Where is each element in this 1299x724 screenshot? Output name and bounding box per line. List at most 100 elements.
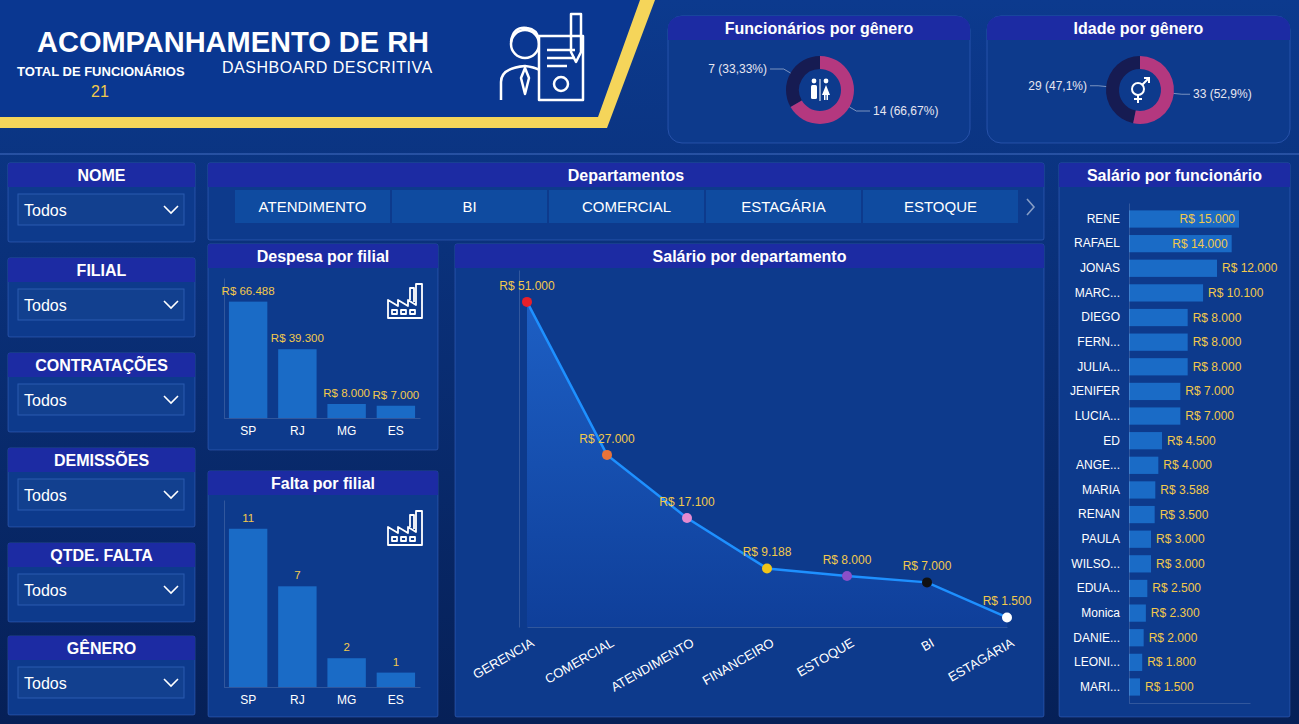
icon-outline [388,511,422,545]
factory-icon [388,511,422,545]
dropdown-box[interactable] [18,574,184,605]
dropdown-box[interactable] [18,289,184,320]
slicer-button[interactable]: BI [392,190,547,223]
data-label: R$ 8.000 [1193,360,1242,374]
data-labels: 11721 [242,512,399,668]
data-label: 29 (47,1%) [1028,79,1087,93]
dropdown-box[interactable] [18,667,184,698]
dropdown[interactable]: Todos [18,289,184,320]
slicer-button-bg[interactable] [706,190,861,223]
card-bg [208,244,438,450]
header-subtitle: DASHBOARD DESCRITIVA [222,59,433,76]
card-header [987,16,1290,40]
slicer-next[interactable] [1027,199,1034,215]
tick-label: RENAN [1078,507,1120,521]
slicer-button-bg[interactable] [549,190,704,223]
slicer-button-label[interactable]: BI [462,198,476,215]
slicer-button-bg[interactable] [863,190,1018,223]
data-label: R$ 14.000 [1172,237,1228,251]
tick-label: FERN... [1077,335,1120,349]
dropdown-box[interactable] [18,384,184,415]
data-label: 11 [242,512,254,524]
card-header [208,163,1044,187]
slicer-card: DepartamentosATENDIMENTOBICOMERCIALESTAG… [208,163,1044,240]
slicer-button[interactable]: ESTAGÁRIA [706,190,861,223]
data-label: R$ 51.000 [499,279,555,293]
tick: LUCIA... [1075,409,1120,423]
card-header [8,448,195,472]
dropdown-chevron[interactable] [164,491,178,498]
dropdown-value[interactable]: Todos [24,675,67,692]
tick: MARIA [1082,483,1120,497]
dropdown-chevron[interactable] [164,301,178,308]
data-label: R$ 2.000 [1149,631,1198,645]
tick: ESTOQUE [794,635,857,680]
dropdown-value[interactable]: Todos [24,297,67,314]
dropdown-value[interactable]: Todos [24,392,67,409]
dropdown[interactable]: Todos [18,479,184,510]
filter-card: GÊNEROTodos [8,636,195,715]
data-label: R$ 3.000 [1156,532,1205,546]
slicer-button-label[interactable]: ESTOQUE [904,198,977,215]
dropdown-value[interactable]: Todos [24,582,67,599]
icon-pen [571,14,581,62]
tick-label: JULIA... [1077,360,1120,374]
dropdown-chevron[interactable] [164,586,178,593]
kpi-label: TOTAL DE FUNCIONÁRIOS [17,64,185,79]
tick-label: Monica [1081,606,1120,620]
slicer-button-bg[interactable] [235,190,390,223]
tick-label: RAFAEL [1074,236,1120,250]
tick-label: ESTAGÁRIA [945,635,1016,685]
header-icon [501,14,583,100]
bar [1129,407,1180,424]
slicer-button-label[interactable]: COMERCIAL [582,198,671,215]
dropdown-box[interactable] [18,194,184,225]
bar [1129,678,1140,695]
icon-tie [521,68,529,94]
dropdown-box[interactable] [18,479,184,510]
tick: RENAN [1078,507,1120,521]
card-bg [455,244,1044,717]
axis-line [1129,204,1130,704]
data-label: R$ 3.588 [1160,483,1209,497]
value-axis [1130,703,1251,704]
category-axis: SPRJMGES [225,688,421,707]
bar [1129,260,1217,277]
icon-chimney [410,515,414,529]
tick: FERN... [1077,335,1120,349]
tick: FINANCEIRO [700,635,777,688]
tick: COMERCIAL [542,635,616,687]
tick: RENE [1087,212,1120,226]
tick: ATENDIMENTO [608,635,696,695]
tick-label: JONAS [1080,261,1120,275]
card-header [8,353,195,377]
value-axis [224,279,225,419]
dropdown-value[interactable]: Todos [24,487,67,504]
dropdown[interactable]: Todos [18,574,184,605]
dropdown-chevron[interactable] [164,679,178,686]
bar [1129,506,1155,523]
axis-line [225,687,421,688]
slicer-button-label[interactable]: ATENDIMENTO [259,198,367,215]
header-band [0,0,650,128]
slicer-button[interactable]: ESTOQUE [863,190,1018,223]
slicer-button-label[interactable]: ESTAGÁRIA [741,198,826,215]
bar [327,658,365,687]
dropdown[interactable]: Todos [18,384,184,415]
value-axis-line [224,501,225,688]
dropdown-chevron[interactable] [164,396,178,403]
icon-outline [388,284,422,318]
tick: MG [337,424,356,438]
donut: 7 (33,33%)14 (66,67%) [708,56,938,124]
icon-body [822,85,830,100]
data-label: R$ 39.300 [271,332,324,344]
slicer-button[interactable]: COMERCIAL [549,190,704,223]
dropdown-value[interactable]: Todos [24,202,67,219]
tick-label: MG [337,693,356,707]
dropdown-chevron[interactable] [164,206,178,213]
dropdown[interactable]: Todos [18,194,184,225]
slicer-button[interactable]: ATENDIMENTO [235,190,390,223]
dropdown[interactable]: Todos [18,667,184,698]
slice [791,56,854,124]
slicer-button-bg[interactable] [392,190,547,223]
